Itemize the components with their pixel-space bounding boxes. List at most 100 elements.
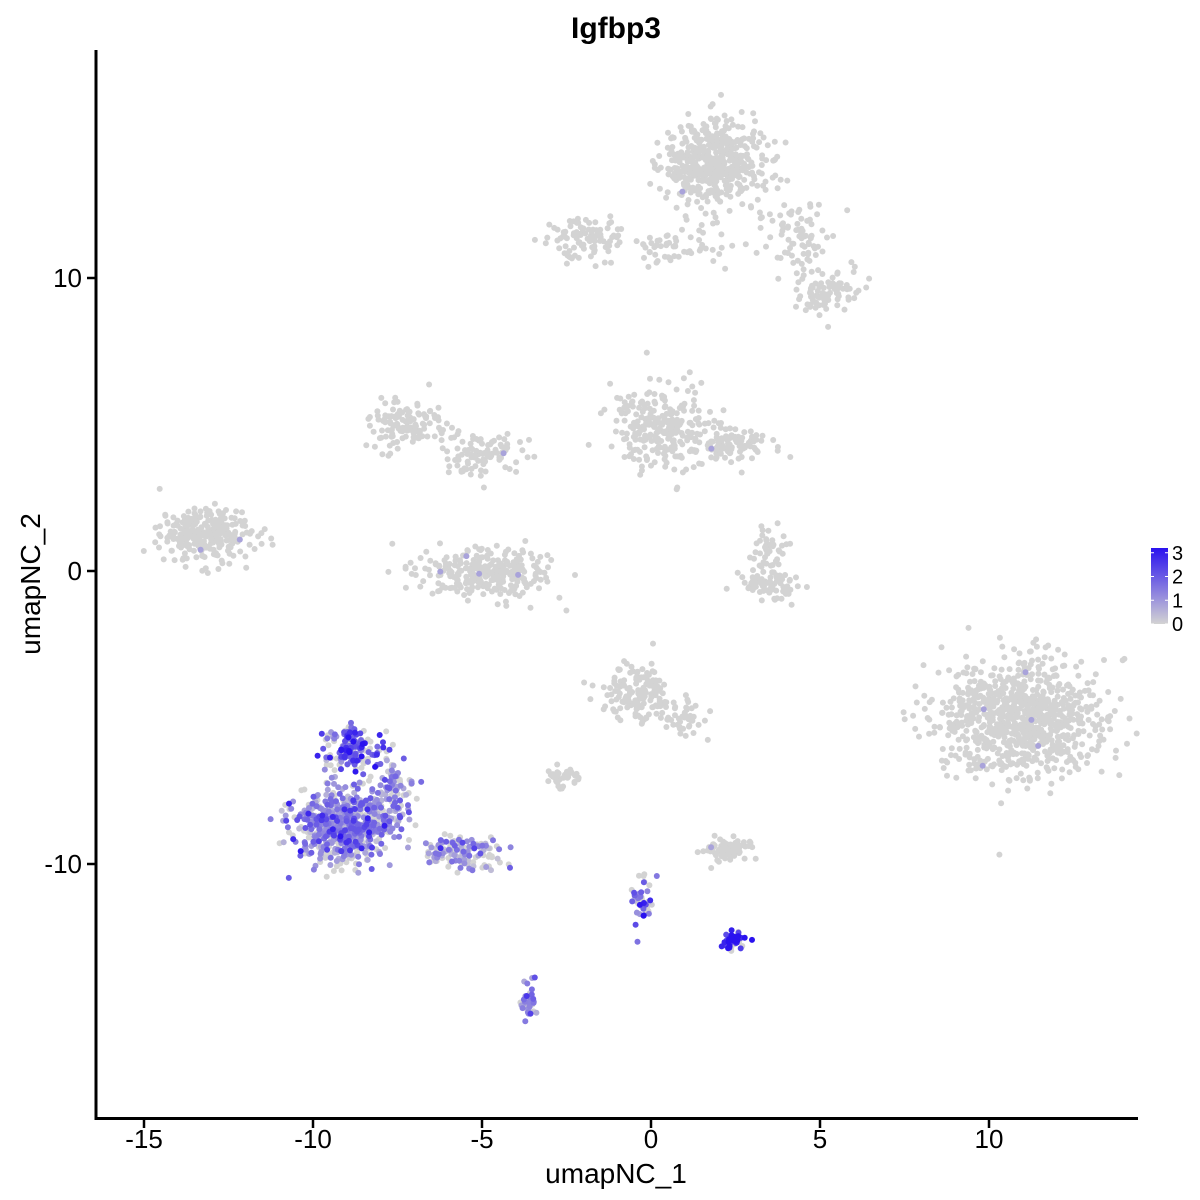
data-point: [758, 523, 765, 530]
data-point: [386, 746, 393, 753]
data-point: [638, 414, 645, 421]
data-point: [696, 421, 703, 428]
x-axis-ticks: -15 -10 -5 0 5 10: [125, 1120, 1003, 1154]
data-point: [963, 653, 970, 660]
data-point: [342, 784, 349, 791]
data-point: [751, 444, 758, 451]
data-point: [723, 845, 730, 852]
data-point: [633, 238, 640, 245]
data-point: [1054, 687, 1061, 694]
data-point: [554, 226, 561, 233]
data-point: [1048, 719, 1055, 726]
data-point: [406, 816, 413, 823]
data-point: [477, 436, 484, 443]
data-point: [439, 582, 446, 589]
data-point: [731, 852, 738, 859]
data-point: [944, 772, 950, 779]
x-tick-label: -10: [294, 1124, 332, 1154]
data-point: [682, 135, 689, 142]
data-point: [544, 234, 551, 241]
data-point: [672, 712, 678, 719]
data-point: [714, 130, 721, 137]
data-point: [719, 850, 726, 857]
data-point: [366, 829, 373, 836]
data-point: [795, 279, 802, 286]
data-point: [674, 721, 681, 728]
data-point: [412, 822, 419, 829]
data-point: [267, 816, 274, 823]
data-point: [629, 898, 636, 905]
data-point: [478, 467, 484, 474]
x-tick-label: 5: [813, 1124, 827, 1154]
data-point: [329, 813, 336, 820]
data-point: [1024, 785, 1031, 792]
data-point: [371, 811, 378, 817]
data-point: [337, 833, 344, 840]
data-point: [202, 565, 209, 572]
data-point: [382, 419, 389, 426]
data-point: [975, 717, 982, 724]
data-point: [308, 849, 315, 856]
data-point: [298, 787, 305, 794]
data-point: [780, 220, 786, 227]
scatter-points: [140, 91, 1140, 1025]
data-point: [1022, 669, 1029, 676]
data-point: [385, 452, 392, 459]
data-point: [841, 306, 848, 313]
data-point: [1083, 703, 1090, 710]
data-point: [1061, 662, 1068, 669]
data-point: [1059, 713, 1066, 720]
data-point: [373, 838, 380, 845]
data-point: [192, 539, 199, 546]
data-point: [712, 120, 719, 126]
data-point: [632, 701, 639, 708]
data-point: [687, 419, 694, 426]
data-point: [1033, 636, 1040, 643]
data-point: [802, 307, 809, 314]
x-tick-label: 0: [644, 1124, 658, 1154]
data-point: [1039, 660, 1046, 667]
data-point: [156, 544, 162, 551]
data-point: [714, 135, 721, 142]
data-point: [1021, 659, 1028, 666]
data-point: [940, 765, 947, 771]
data-point: [268, 535, 275, 542]
data-point: [305, 810, 312, 817]
data-point: [1040, 688, 1047, 695]
data-point: [237, 548, 244, 555]
data-point: [545, 778, 552, 785]
data-point: [694, 430, 701, 437]
data-point: [563, 607, 570, 614]
data-point: [781, 202, 788, 209]
data-point: [563, 260, 570, 267]
data-point: [400, 755, 407, 762]
data-point: [514, 557, 521, 564]
data-point: [751, 128, 757, 135]
data-point: [776, 548, 783, 555]
data-point: [749, 844, 756, 851]
data-point: [432, 560, 439, 567]
data-point: [358, 800, 365, 807]
data-point: [427, 572, 433, 579]
data-point: [454, 869, 461, 876]
data-point: [780, 533, 787, 540]
data-point: [294, 817, 301, 823]
data-point: [819, 271, 826, 277]
data-point: [425, 566, 432, 573]
data-point: [604, 240, 611, 247]
data-point: [160, 556, 167, 563]
data-point: [834, 302, 841, 309]
data-point: [190, 547, 197, 554]
data-point: [752, 549, 759, 556]
data-point: [296, 825, 303, 832]
data-point: [246, 541, 253, 548]
data-point: [695, 407, 702, 414]
data-point: [482, 458, 489, 465]
data-point: [967, 678, 973, 685]
data-point: [408, 780, 415, 787]
data-point: [204, 570, 211, 576]
data-point: [170, 536, 177, 542]
data-point: [663, 699, 670, 706]
data-point: [335, 784, 342, 791]
data-point: [1049, 710, 1056, 717]
